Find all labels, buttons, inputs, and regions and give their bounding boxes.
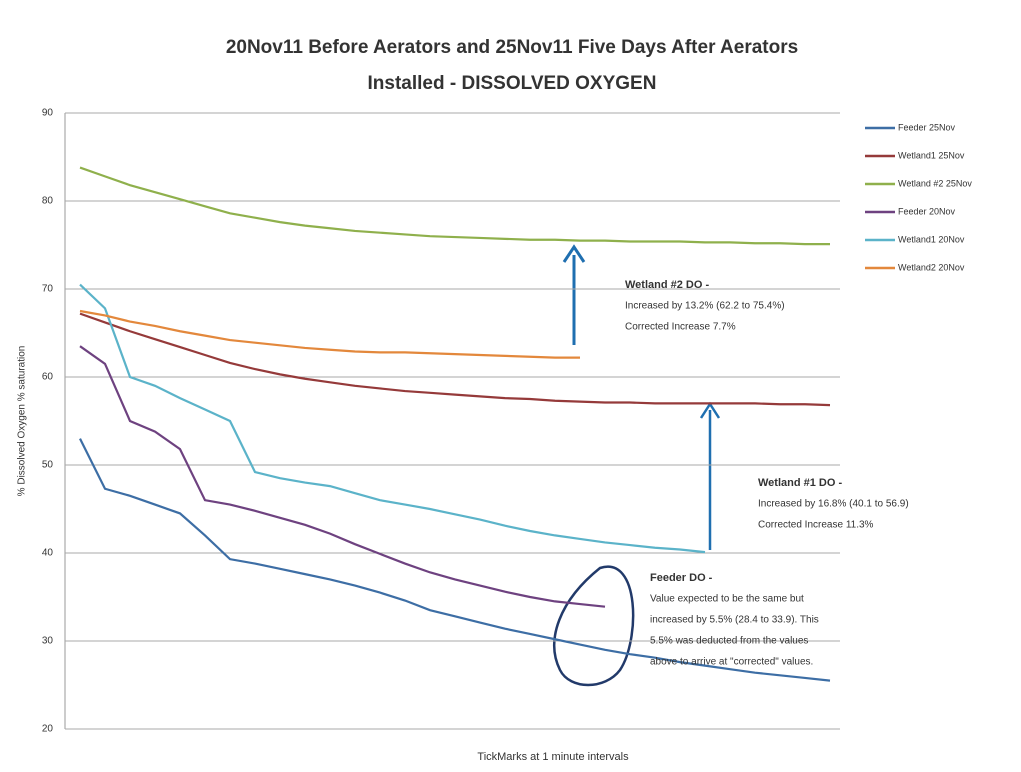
annotation: Value expected to be the same but xyxy=(650,594,804,605)
legend-label: Wetland2 20Nov xyxy=(898,262,965,272)
chart-title: Installed - DISSOLVED OXYGEN xyxy=(368,73,657,94)
y-tick-label: 30 xyxy=(42,636,54,647)
annotation: increased by 5.5% (28.4 to 33.9). This xyxy=(650,615,819,626)
annotation: Corrected Increase 11.3% xyxy=(758,520,874,531)
y-tick-label: 20 xyxy=(42,724,54,735)
chart-title: 20Nov11 Before Aerators and 25Nov11 Five… xyxy=(226,37,798,58)
annotation: Increased by 13.2% (62.2 to 75.4%) xyxy=(625,301,785,312)
highlight-circle xyxy=(553,565,635,687)
annotation: Wetland #2 DO - xyxy=(625,279,709,291)
y-tick-label: 70 xyxy=(42,284,54,295)
series-line xyxy=(79,309,580,359)
series-line xyxy=(79,312,831,407)
arrow-head xyxy=(562,244,586,263)
annotation: Increased by 16.8% (40.1 to 56.9) xyxy=(758,499,909,510)
legend-label: Feeder 20Nov xyxy=(898,206,956,216)
series-line xyxy=(79,438,831,682)
y-tick-label: 50 xyxy=(42,460,54,471)
legend-label: Wetland1 20Nov xyxy=(898,234,965,244)
series-line xyxy=(79,283,706,554)
y-tick-label: 90 xyxy=(42,108,54,119)
annotation: Corrected Increase 7.7% xyxy=(625,322,736,333)
y-tick-label: 60 xyxy=(42,372,54,383)
legend-label: Feeder 25Nov xyxy=(898,122,956,132)
annotation: Feeder DO - xyxy=(650,572,713,584)
annotation: Wetland #1 DO - xyxy=(758,477,842,489)
legend-label: Wetland1 25Nov xyxy=(898,150,965,160)
annotation: 5.5% was deducted from the values xyxy=(650,636,808,647)
annotation: above to arrive at "corrected" values. xyxy=(650,657,813,668)
series-line xyxy=(79,345,606,608)
x-axis-label: TickMarks at 1 minute intervals xyxy=(477,751,629,763)
y-axis-label: % Dissolved Oxygen % saturation xyxy=(17,346,28,497)
y-tick-label: 40 xyxy=(42,548,54,559)
legend-label: Wetland #2 25Nov xyxy=(898,178,972,188)
series-line xyxy=(79,166,830,246)
y-tick-label: 80 xyxy=(42,196,54,207)
